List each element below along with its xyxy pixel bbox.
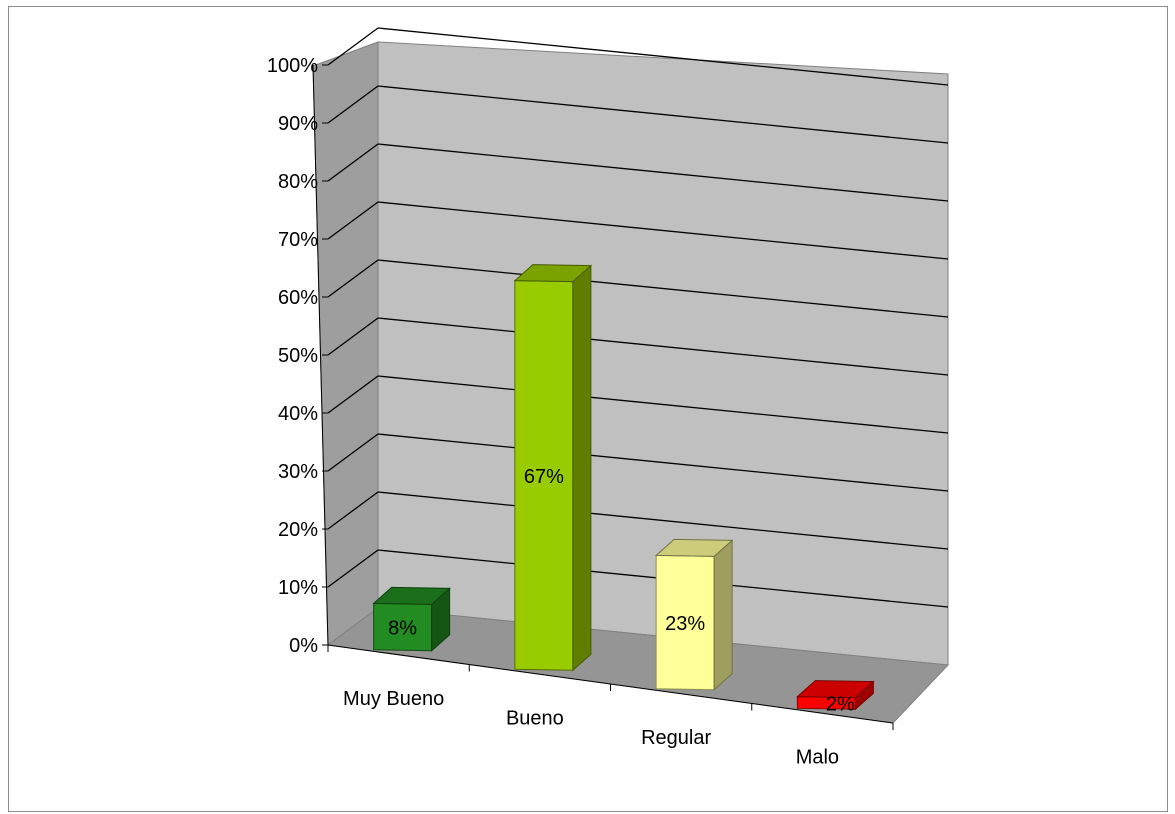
gridline-side <box>327 85 379 124</box>
y-axis-line <box>312 64 329 646</box>
data-label: 8% <box>388 618 417 640</box>
gridline-side <box>327 491 379 530</box>
gridline-side <box>327 259 379 298</box>
y-tick-label: 10% <box>278 577 318 599</box>
gridline-side <box>327 143 379 182</box>
x-axis: Muy Bueno Bueno Regular Malo <box>327 644 894 768</box>
gridline <box>377 143 949 202</box>
data-label: 2% <box>826 693 855 715</box>
bar <box>513 264 593 672</box>
bars <box>372 264 875 711</box>
gridline-side <box>327 27 379 66</box>
data-label: 67% <box>524 466 564 488</box>
gridline-side <box>327 201 379 240</box>
y-tick-label: 100% <box>267 55 318 77</box>
gridline-side <box>327 549 379 588</box>
gridline <box>377 27 949 86</box>
y-tick-label: 90% <box>278 113 318 135</box>
x-category-label: Malo <box>796 746 839 768</box>
bar-top <box>654 538 734 557</box>
bar-side <box>572 264 592 672</box>
y-tick-label: 70% <box>278 229 318 251</box>
x-category-label: Regular <box>641 727 711 749</box>
y-tick-label: 20% <box>278 519 318 541</box>
gridlines <box>327 27 949 608</box>
bar <box>372 586 451 652</box>
bar <box>654 538 734 691</box>
bar-side <box>713 539 733 691</box>
x-category-label: Bueno <box>506 707 564 729</box>
gridline <box>377 433 949 492</box>
y-tick-label: 60% <box>278 287 318 309</box>
gridline <box>377 201 949 260</box>
gridline-side <box>327 375 379 414</box>
y-tick-label: 0% <box>289 635 318 657</box>
gridline <box>377 375 949 434</box>
data-label: 23% <box>665 613 705 635</box>
gridline-side <box>327 433 379 472</box>
y-tick-label: 30% <box>278 461 318 483</box>
gridline-side <box>327 317 379 356</box>
bar-top <box>513 264 593 283</box>
gridline <box>377 317 949 376</box>
y-tick-label: 50% <box>278 345 318 367</box>
gridline <box>377 491 949 550</box>
y-axis: 0% 10% 20% 30% 40% 50% 60% 70% 80% 90% 100% <box>267 55 329 657</box>
bar-top <box>796 680 875 699</box>
bar <box>796 680 875 711</box>
bar-top <box>372 586 451 605</box>
side-wall <box>312 41 379 646</box>
data-labels: 8% 67% 23% 2% <box>388 466 855 715</box>
y-tick-label: 80% <box>278 171 318 193</box>
y-tick-label: 40% <box>278 403 318 425</box>
x-category-label: Muy Bueno <box>343 688 444 710</box>
gridline <box>377 259 949 318</box>
gridline <box>377 85 949 144</box>
